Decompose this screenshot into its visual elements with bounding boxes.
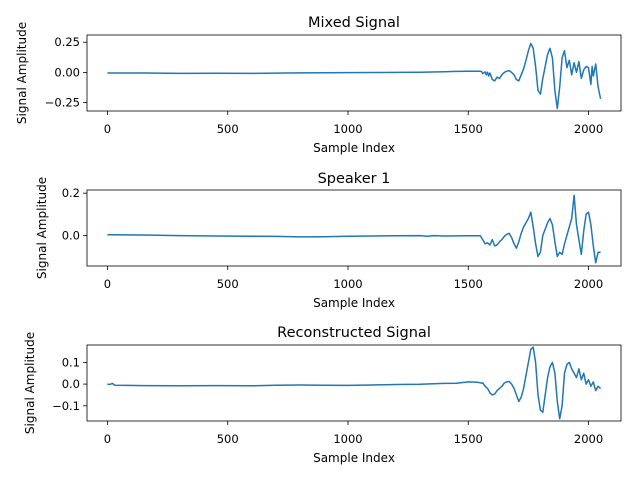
subplot-2: 0 500 1000 1500 2000 0.2 0.0 Speaker 1 Sample In… [35,171,622,310]
y-tick-label: 0.1 [62,355,80,369]
subplot-1: 0 500 1000 1500 2000 0.25 0.00 −0.25 Mixed Signa… [15,15,622,155]
y-tick-label: 0.00 [54,65,80,79]
x-tick-label: 2000 [574,432,603,446]
axes-frame [86,34,622,112]
x-tick-label: 0 [104,122,111,136]
chart-title: Reconstructed Signal [277,325,431,341]
y-tick-label: −0.1 [52,399,80,413]
y-tick-label: 0.2 [62,186,80,200]
x-tick-label: 0 [104,277,111,291]
x-tick-label: 500 [217,432,239,446]
x-tick-label: 1500 [454,432,483,446]
y-tick-label: 0.0 [62,377,80,391]
x-axis-label: Sample Index [313,141,395,155]
y-axis-label: Signal Amplitude [35,177,49,279]
series-line [107,42,602,110]
series-line [107,194,601,264]
y-tick-label: 0.25 [54,35,80,49]
axes-frame [86,344,622,422]
y-tick-label: −0.25 [45,96,80,110]
x-tick-label: 1000 [333,122,362,136]
x-tick-label: 1000 [333,277,362,291]
x-tick-label: 0 [104,432,111,446]
chart-title: Mixed Signal [308,15,400,31]
x-tick-label: 1000 [333,432,362,446]
x-tick-label: 2000 [574,122,603,136]
x-tick-label: 1500 [454,277,483,291]
y-axis-label: Signal Amplitude [15,22,29,124]
axes-frame [86,189,622,267]
x-tick-label: 500 [217,277,239,291]
x-axis-label: Sample Index [313,451,395,465]
x-tick-label: 500 [217,122,239,136]
x-tick-label: 1500 [454,122,483,136]
chart-title: Speaker 1 [318,171,391,187]
subplot-3: 0 500 1000 1500 2000 0.1 0.0 −0.1 Reconstructed … [23,325,622,465]
x-tick-label: 2000 [574,277,603,291]
x-axis-label: Sample Index [313,296,395,310]
y-tick-label: 0.0 [62,228,80,242]
series-line [107,346,602,420]
y-axis-label: Signal Amplitude [23,332,37,434]
